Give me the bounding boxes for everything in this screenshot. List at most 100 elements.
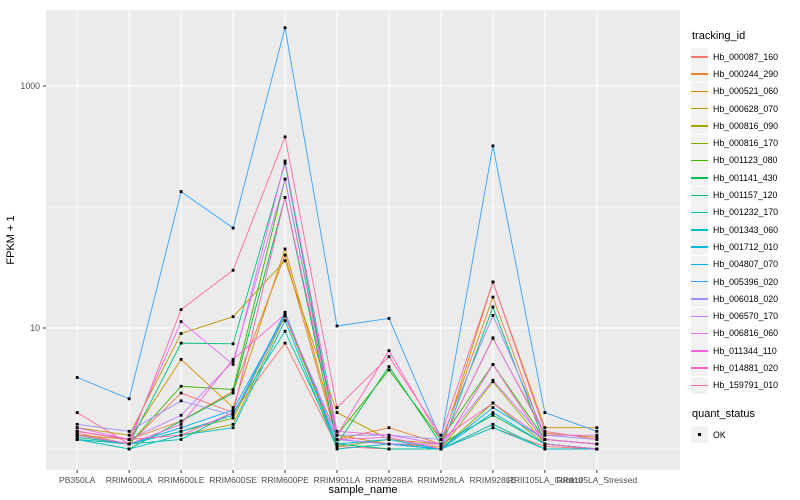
data-point	[127, 429, 131, 433]
data-point	[75, 435, 79, 439]
data-point	[335, 429, 339, 433]
data-point	[231, 389, 235, 393]
legend-key-swatch	[691, 65, 708, 83]
legend-key-swatch	[691, 221, 708, 239]
legend-label: Hb_000244_290	[713, 68, 779, 79]
data-point	[335, 406, 339, 409]
legend-item: Hb_159791_010	[691, 376, 799, 394]
point-icon	[698, 433, 701, 437]
legend-label: Hb_006570_170	[713, 311, 779, 322]
data-point	[543, 433, 547, 437]
x-tick-label: PB350LA	[59, 475, 96, 485]
data-point	[283, 247, 287, 251]
data-point	[231, 391, 235, 395]
x-tick-label: RRIM600SE	[209, 475, 257, 485]
legend-label: Hb_006018_020	[713, 293, 779, 304]
legend-item: Hb_000087_160	[691, 48, 799, 66]
data-point	[283, 259, 287, 263]
data-point	[231, 411, 235, 414]
data-point	[387, 442, 391, 446]
legend-color-line	[691, 298, 708, 300]
legend-title-tracking-id: tracking_id	[692, 30, 746, 42]
data-point	[335, 411, 339, 414]
data-point	[179, 391, 183, 395]
data-point	[283, 161, 287, 165]
legend-key-swatch	[691, 376, 708, 394]
data-point	[491, 406, 495, 409]
data-point	[179, 332, 183, 335]
data-point	[75, 429, 79, 433]
legend-item: Hb_000816_090	[691, 117, 799, 135]
legend-color-line	[691, 159, 708, 162]
legend-label: Hb_011344_110	[713, 345, 777, 356]
legend-label: Hb_001343_060	[713, 224, 779, 235]
data-point	[75, 433, 79, 437]
legend-key-swatch	[691, 342, 708, 360]
data-point	[75, 426, 79, 430]
legend-color-line	[691, 108, 708, 110]
data-point	[491, 422, 495, 426]
data-point	[387, 365, 391, 368]
data-point	[179, 422, 183, 426]
data-point	[283, 196, 287, 199]
data-point	[387, 447, 391, 451]
legend-item: Hb_001157_120	[691, 186, 799, 204]
data-point	[75, 431, 79, 435]
legend-key-swatch	[691, 186, 708, 204]
legend-item-quant: OK	[691, 426, 799, 444]
x-tick-label: RRII105LA_Control	[508, 475, 583, 485]
legend-key-swatch	[691, 48, 708, 66]
data-point	[283, 26, 287, 30]
data-point	[491, 380, 495, 384]
x-tick-label: RRIM600LE	[158, 475, 205, 485]
legend-items-tracking-id: Hb_000087_160 Hb_000244_290 Hb_000521_060 H…	[691, 48, 799, 394]
data-point	[543, 442, 547, 446]
legend-key-swatch	[691, 100, 708, 118]
data-point	[283, 177, 287, 181]
data-point	[335, 447, 339, 451]
data-point	[75, 422, 79, 426]
legend-item: Hb_000521_060	[691, 82, 799, 100]
data-point	[231, 406, 235, 409]
legend: tracking_id Hb_000087_160 Hb_000244_290 Hb…	[691, 30, 799, 444]
legend-color-line	[691, 367, 708, 369]
data-point	[543, 447, 547, 451]
legend-color-line	[691, 142, 708, 145]
x-tick-label: RRIM928LE	[470, 475, 517, 485]
data-point	[387, 349, 391, 353]
legend-item: Hb_004807_070	[691, 255, 799, 273]
data-point	[127, 397, 131, 401]
data-point	[595, 447, 599, 451]
data-point	[179, 426, 183, 430]
data-point	[543, 411, 547, 414]
data-point	[231, 342, 235, 346]
data-point	[595, 433, 599, 437]
legend-label: Hb_000521_060	[713, 86, 779, 97]
x-tick-label: RRIM901LA	[314, 475, 361, 485]
data-point	[179, 413, 183, 417]
data-point	[231, 358, 235, 361]
legend-label: Hb_004807_070	[713, 259, 779, 270]
legend-item: Hb_011344_110	[691, 342, 799, 360]
data-point	[387, 317, 391, 320]
data-point	[439, 438, 443, 441]
data-point	[387, 438, 391, 441]
legend-key-swatch	[691, 324, 708, 342]
data-point	[439, 447, 443, 451]
legend-color-line	[691, 90, 708, 93]
legend-label: OK	[713, 429, 726, 440]
legend-label: Hb_014881_020	[713, 362, 779, 373]
data-point	[439, 445, 443, 448]
legend-key-swatch	[691, 273, 708, 290]
data-point	[283, 253, 287, 257]
data-point	[179, 399, 183, 403]
data-point	[491, 280, 495, 284]
data-point	[179, 419, 183, 423]
legend-color-line	[691, 281, 708, 283]
legend-color-line	[691, 229, 708, 231]
data-point	[179, 429, 183, 433]
legend-item: Hb_001123_080	[691, 151, 799, 169]
legend-item: Hb_001232_170	[691, 203, 799, 221]
